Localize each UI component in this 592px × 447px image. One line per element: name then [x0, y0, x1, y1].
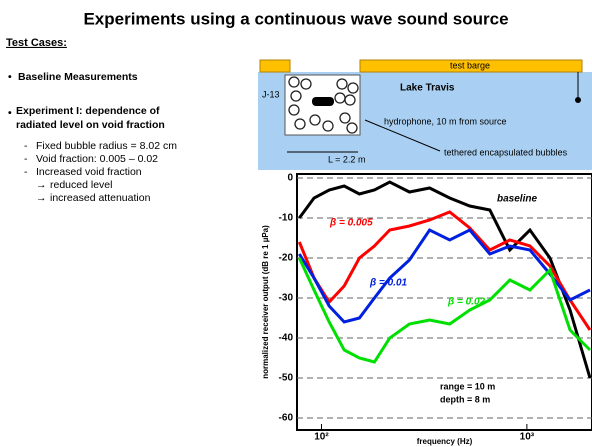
bullet: •	[8, 71, 12, 83]
y-tick-label: -40	[279, 333, 294, 344]
y-tick-label: -30	[279, 293, 294, 304]
series-label: β = 0.005	[329, 218, 373, 229]
y-tick-label: -20	[279, 253, 294, 264]
bullet-text-box: Experiment I: dependence of radiated lev…	[16, 105, 165, 131]
x-tick-label: 10²	[314, 432, 329, 443]
length-label: L = 2.2 m	[328, 154, 365, 164]
series-line	[298, 228, 591, 324]
pointer	[364, 119, 441, 152]
sub-bullets: - Fixed bubble radius = 8.02 cm - Void fra…	[24, 140, 177, 204]
bullet: •	[8, 107, 12, 119]
dash: -	[24, 140, 28, 152]
slide-title: Experiments using a continuous wave soun…	[83, 9, 508, 28]
sub-text: Void fraction: 0.005 – 0.02	[36, 153, 158, 165]
barge	[359, 59, 583, 73]
arrow: →	[36, 192, 47, 204]
hydrophone	[575, 97, 581, 103]
barge-label: test barge	[450, 60, 490, 70]
y-tick-label: -10	[279, 213, 294, 224]
dash: -	[24, 166, 28, 178]
series-label: β = 0.01	[369, 278, 408, 289]
subtitle: Test Cases:	[6, 37, 67, 49]
annotation: depth = 8 m	[440, 394, 490, 404]
dash: -	[24, 153, 28, 165]
y-tick-label: -50	[279, 373, 294, 384]
source-label: J-13	[262, 89, 280, 99]
y-tick-label: 0	[287, 173, 293, 184]
plot-area	[296, 173, 592, 431]
bullet-text: Baseline Measurements	[18, 71, 138, 83]
sub-text: Increased void fraction	[36, 166, 142, 178]
bubbles	[288, 76, 359, 134]
y-tick-label: -60	[279, 413, 294, 424]
sub-text: increased attenuation	[50, 192, 151, 204]
x-axis-label: frequency (Hz)	[417, 437, 473, 446]
series-label: baseline	[497, 194, 537, 205]
bullets: • Baseline Measurements • Experiment I: …	[8, 71, 165, 131]
lake-label: Lake Travis	[400, 83, 455, 94]
bubbles-label: tethered encapsulated bubbles	[444, 147, 568, 157]
series-line	[298, 180, 592, 379]
x-tick-label: 10³	[520, 432, 535, 443]
y-axis-label: normalized receiver output (dB re 1 µPa)	[261, 225, 270, 379]
series-line	[297, 210, 592, 331]
sub-text: Fixed bubble radius = 8.02 cm	[36, 140, 177, 152]
hydrophone-label: hydrophone, 10 m from source	[384, 116, 507, 126]
series-label: β = 0.02	[447, 297, 486, 308]
arrow: →	[36, 179, 47, 191]
bullet-text: Experiment I: dependence of radiated lev…	[16, 105, 165, 131]
sub-text: reduced level	[50, 179, 112, 191]
annotation: range = 10 m	[440, 381, 495, 391]
source	[312, 97, 334, 106]
dock	[259, 59, 291, 73]
series-line	[297, 257, 592, 364]
